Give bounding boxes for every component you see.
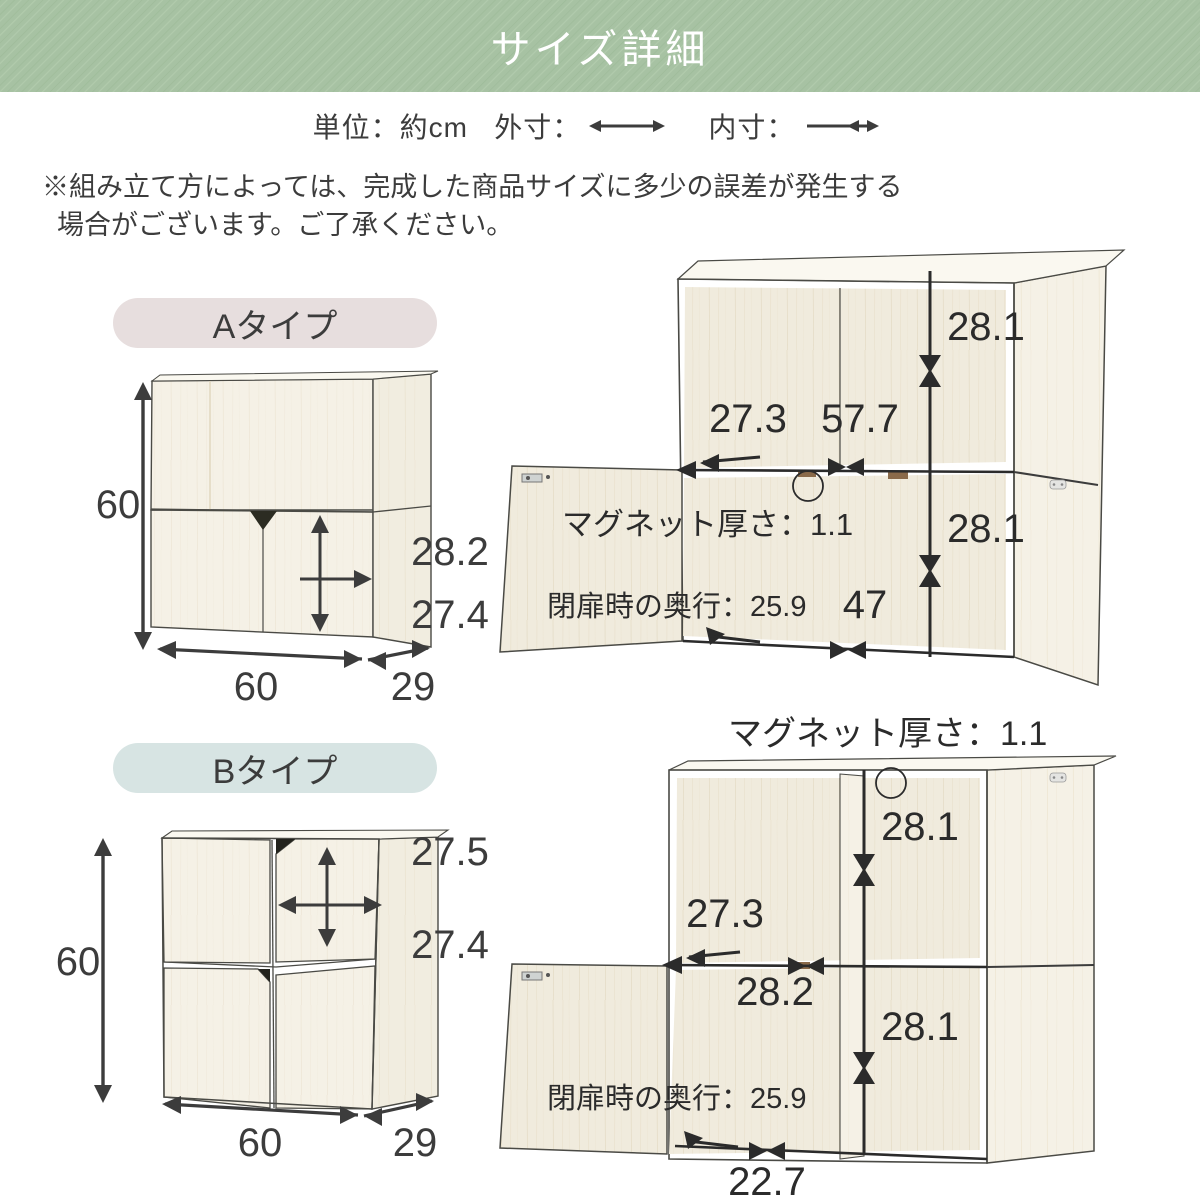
svg-text:マグネット厚さ：1.1: マグネット厚さ：1.1 <box>728 715 1047 753</box>
svg-text:28.1: 28.1 <box>881 805 959 849</box>
svg-text:27.3: 27.3 <box>686 892 764 936</box>
svg-text:閉扉時の奥行：25.9: 閉扉時の奥行：25.9 <box>547 1082 806 1115</box>
svg-text:28.1: 28.1 <box>881 1005 959 1049</box>
svg-text:22.7: 22.7 <box>728 1160 806 1200</box>
svg-text:28.2: 28.2 <box>736 970 814 1014</box>
